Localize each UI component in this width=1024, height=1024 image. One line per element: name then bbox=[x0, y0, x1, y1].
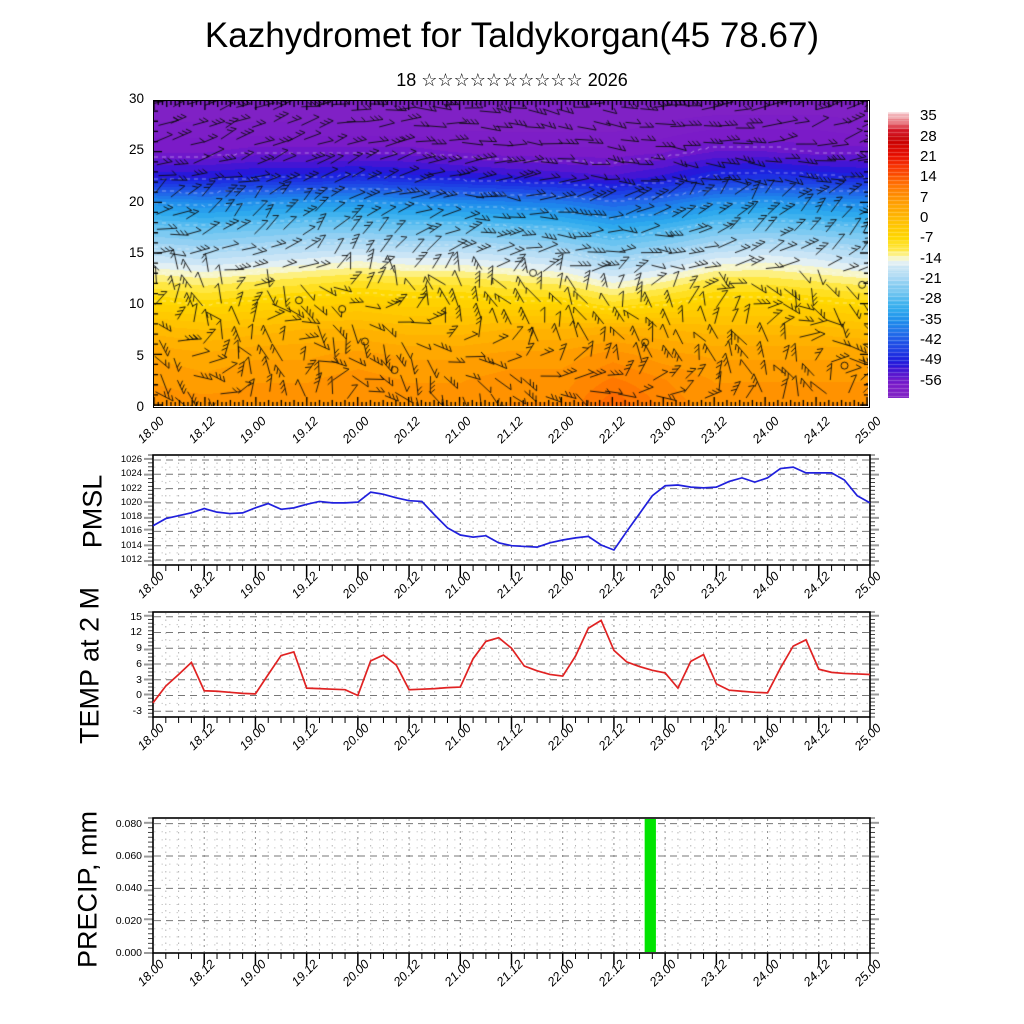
y-tick-label: -3 bbox=[132, 705, 142, 718]
colorbar-tick-label: -35 bbox=[920, 310, 942, 328]
y-tick-label: 0.040 bbox=[115, 882, 142, 895]
x-tick-label: 23.12 bbox=[698, 414, 731, 447]
y-tick-label: 0.080 bbox=[115, 817, 142, 830]
x-tick-label: 22.12 bbox=[595, 414, 628, 447]
y-tick-label: 9 bbox=[136, 642, 142, 655]
TEMP at 2 M-series-line bbox=[152, 619, 871, 704]
x-tick-label: 20.12 bbox=[390, 414, 423, 447]
x-tick-label: 23.00 bbox=[647, 414, 680, 447]
y-tick-label: 20 bbox=[128, 193, 144, 209]
TEMP at 2 M-panel bbox=[144, 611, 879, 729]
x-tick-label: 24.12 bbox=[800, 414, 833, 447]
colorbar-tick-label: -14 bbox=[920, 249, 942, 267]
y-tick-label: 30 bbox=[128, 91, 144, 106]
panel-border bbox=[152, 611, 871, 718]
x-tick-label: 21.00 bbox=[442, 414, 475, 447]
y-tick-label: 1016 bbox=[120, 525, 142, 537]
y-tick-label: 0 bbox=[136, 689, 142, 702]
y-tick-label: 1026 bbox=[120, 454, 142, 465]
y-tick-label: 1024 bbox=[120, 468, 142, 480]
y-tick-label: 15 bbox=[128, 245, 144, 260]
page-subtitle: 18 ☆☆☆☆☆☆☆☆☆☆ 2026 bbox=[0, 70, 1024, 91]
colorbar-tick-label: 14 bbox=[920, 168, 937, 186]
PRECIP, mm-panel bbox=[144, 817, 879, 965]
x-tick-label: 19.00 bbox=[237, 414, 270, 447]
precip-bar bbox=[644, 819, 656, 952]
x-tick-label: 21.12 bbox=[493, 414, 526, 447]
y-tick-label: 1012 bbox=[120, 554, 142, 565]
y-tick-label: 0.020 bbox=[115, 914, 142, 927]
cross-section-panel bbox=[153, 100, 870, 408]
y-tick-label: 15 bbox=[130, 610, 142, 623]
colorbar-tick-label: -21 bbox=[920, 269, 942, 287]
y-tick-label: 0.060 bbox=[115, 849, 142, 862]
colorbar-tick-label: -28 bbox=[920, 290, 942, 308]
colorbar-tick-label: 7 bbox=[920, 188, 929, 206]
PMSL-series-line bbox=[152, 466, 871, 552]
y-tick-label: 10 bbox=[128, 296, 144, 312]
colorbar-tick-label: -42 bbox=[920, 330, 942, 348]
y-tick-label: 1022 bbox=[120, 482, 142, 494]
colorbar-tick-label: 21 bbox=[920, 148, 937, 165]
colorbar-tick-label: -56 bbox=[920, 371, 942, 389]
colorbar-tick-label: 28 bbox=[920, 127, 937, 145]
x-tick-label: 25.00 bbox=[851, 414, 884, 447]
colorbar-tick-label: 35 bbox=[920, 107, 937, 125]
y-tick-label: 6 bbox=[136, 657, 142, 670]
x-tick-label: 18.12 bbox=[186, 414, 219, 447]
x-tick-label: 18.00 bbox=[134, 414, 167, 447]
colorbar bbox=[888, 112, 909, 398]
y-tick-label: 1014 bbox=[120, 539, 142, 551]
x-tick-label: 24.00 bbox=[749, 414, 782, 447]
subtitle-year: 2026 bbox=[587, 70, 628, 90]
cross-section-canvas bbox=[154, 101, 868, 406]
panel-border bbox=[152, 454, 871, 566]
y-tick-label: 1018 bbox=[120, 511, 142, 523]
subtitle-day: 18 bbox=[396, 70, 417, 90]
y-tick-label: 0.000 bbox=[115, 947, 142, 959]
x-tick-label: 19.12 bbox=[288, 414, 321, 447]
y-tick-label: 3 bbox=[136, 673, 142, 686]
colorbar-tick-label: 0 bbox=[920, 208, 929, 226]
panel-border bbox=[152, 817, 871, 954]
x-tick-label: 22.00 bbox=[544, 414, 577, 447]
x-tick-label: 20.00 bbox=[339, 414, 372, 447]
y-tick-label: 12 bbox=[130, 626, 142, 639]
PMSL-panel bbox=[144, 454, 879, 577]
page-title: Kazhydromet for Taldykorgan(45 78.67) bbox=[204, 16, 820, 55]
colorbar-tick-label: -49 bbox=[920, 351, 942, 369]
y-tick-label: 1020 bbox=[120, 496, 142, 508]
y-tick-label: 5 bbox=[136, 347, 144, 363]
colorbar-tick-label: -7 bbox=[920, 229, 934, 247]
subtitle-stars: ☆☆☆☆☆☆☆☆☆☆ bbox=[421, 70, 583, 90]
y-tick-label: 0 bbox=[136, 399, 144, 414]
y-tick-label: 25 bbox=[128, 142, 144, 158]
